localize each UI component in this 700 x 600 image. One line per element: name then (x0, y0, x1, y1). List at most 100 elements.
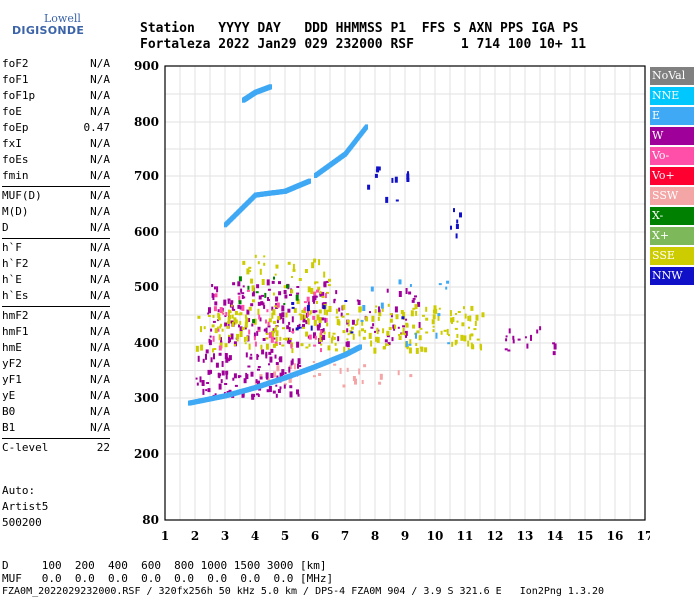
echo-point (241, 304, 245, 311)
parameter-name: fxI (2, 137, 22, 150)
echo-point (265, 353, 268, 359)
muf-row: MUF 0.0 0.0 0.0 0.0 0.0 0.0 0.0 0.0 [MHz… (2, 572, 334, 585)
echo-point (409, 374, 413, 378)
y-tick-label: 500 (134, 280, 159, 294)
echo-point (247, 365, 251, 368)
echo-point (271, 280, 275, 284)
artist-label: Artist5 (2, 500, 49, 513)
echo-cluster-vo (212, 289, 328, 353)
logo-line2: DIGISONDE (12, 24, 85, 37)
echo-point (322, 335, 326, 340)
x-tick-label: 12 (487, 529, 504, 543)
echo-point (354, 378, 357, 385)
echo-point (270, 373, 274, 378)
echo-point (211, 284, 214, 287)
echo-point (256, 330, 259, 336)
echo-point (400, 310, 404, 314)
echo-point (230, 300, 234, 304)
echo-point (240, 288, 243, 293)
echo-point (361, 380, 364, 384)
echo-point (361, 320, 364, 326)
echo-point (274, 273, 277, 276)
echo-point (323, 331, 326, 335)
echo-point (258, 295, 262, 300)
parameter-name: fmin (2, 169, 29, 182)
echo-point (342, 304, 346, 310)
parameter-row: fxI N/A (2, 136, 110, 152)
echo-point (310, 288, 314, 294)
echo-point (250, 278, 254, 284)
parameter-value: N/A (90, 421, 110, 434)
echo-point (300, 314, 304, 321)
echo-point (275, 362, 279, 365)
echo-point (227, 358, 231, 362)
echo-point (212, 320, 216, 323)
echo-point (208, 340, 212, 346)
echo-point (325, 280, 329, 283)
echo-point (256, 284, 260, 289)
echo-point (298, 365, 302, 367)
echo-point (350, 331, 354, 334)
echo-point (257, 368, 260, 371)
echo-point (255, 291, 259, 294)
parameter-row: foEp 0.47 (2, 120, 110, 136)
echo-point (323, 271, 326, 278)
echo-point (395, 314, 399, 320)
echo-point (274, 305, 278, 308)
echo-point (369, 311, 371, 314)
echo-cluster-e (360, 279, 451, 347)
echo-point (275, 264, 279, 269)
x-tick-label: 10 (427, 529, 444, 543)
echo-point (394, 306, 398, 313)
echo-point (216, 286, 219, 293)
echo-point (274, 343, 278, 346)
echo-point (405, 318, 408, 321)
echo-point (200, 344, 204, 351)
echo-point (319, 339, 322, 342)
echo-point (228, 355, 232, 361)
legend-item-vo: Vo+ (650, 167, 694, 185)
echo-point (242, 285, 245, 288)
echo-point (467, 315, 470, 321)
echo-trace (314, 124, 368, 178)
echo-point (218, 375, 221, 379)
echo-cluster-nnw (450, 208, 462, 239)
echo-point (408, 347, 412, 354)
echo-point (322, 305, 326, 310)
echo-point (256, 393, 259, 396)
echo-point (347, 347, 350, 351)
echo-point (386, 335, 390, 338)
echo-point (302, 326, 306, 329)
echo-point (246, 289, 250, 292)
echo-point (246, 268, 250, 275)
echo-point (408, 343, 412, 346)
echo-point (268, 318, 272, 323)
echo-point (267, 299, 270, 301)
echo-point (218, 383, 222, 390)
trace-point (359, 344, 362, 350)
echo-point (382, 346, 386, 349)
echo-point (226, 325, 230, 329)
echo-point (406, 173, 410, 180)
echo-point (233, 341, 237, 347)
echo-point (213, 348, 217, 350)
echo-point (334, 342, 337, 346)
echo-point (256, 353, 259, 360)
echo-point (252, 319, 256, 324)
echo-point (336, 319, 340, 326)
echo-point (205, 389, 208, 392)
echo-point (211, 324, 215, 328)
parameter-row: yF1 N/A (2, 372, 110, 388)
echo-point (207, 388, 211, 393)
y-tick-label: 600 (134, 225, 159, 239)
echo-point (536, 329, 539, 334)
echo-point (314, 281, 317, 285)
echo-point (257, 261, 260, 265)
echo-point (376, 336, 380, 343)
trace-point (308, 178, 311, 184)
echo-point (313, 344, 317, 347)
echo-point (315, 301, 318, 304)
echo-point (311, 262, 315, 269)
echo-point (406, 178, 410, 182)
echo-point (232, 282, 236, 286)
